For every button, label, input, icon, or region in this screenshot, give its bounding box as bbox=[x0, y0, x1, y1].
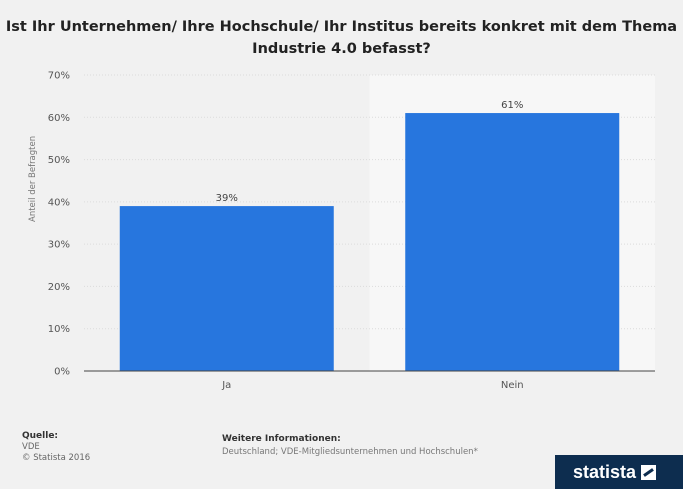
y-tick-label: 20% bbox=[48, 282, 70, 293]
y-tick-label: 70% bbox=[48, 71, 70, 82]
info-heading: Weitere Informationen: bbox=[222, 434, 341, 444]
chart-title: Ist Ihr Unternehmen/ Ihre Hochschule/ Ih… bbox=[5, 19, 678, 57]
y-tick-label: 60% bbox=[48, 113, 70, 124]
y-tick-label: 50% bbox=[48, 155, 70, 166]
y-tick-label: 0% bbox=[54, 367, 70, 378]
y-tick-label: 30% bbox=[48, 240, 70, 251]
y-axis-label: Anteil der Befragten bbox=[28, 135, 38, 222]
data-label: 61% bbox=[501, 100, 523, 111]
data-label: 39% bbox=[216, 193, 238, 204]
bar bbox=[119, 206, 334, 371]
bar bbox=[405, 113, 620, 372]
x-tick-label: Ja bbox=[221, 380, 231, 391]
statista-logo-icon bbox=[641, 464, 657, 480]
y-tick-label: 40% bbox=[48, 197, 70, 208]
y-tick-label: 10% bbox=[48, 324, 70, 335]
info-block: Weitere Informationen: Deutschland; VDE-… bbox=[222, 433, 478, 459]
source-block: Quelle: VDE © Statista 2016 bbox=[22, 431, 90, 464]
x-tick-label: Nein bbox=[501, 380, 524, 391]
info-text: Deutschland; VDE-Mitgliedsunternehmen un… bbox=[222, 447, 478, 457]
source-heading: Quelle: bbox=[22, 431, 59, 441]
brand-name: statista bbox=[573, 461, 637, 482]
copyright: © Statista 2016 bbox=[22, 453, 91, 463]
source-name: VDE bbox=[22, 442, 40, 452]
statista-logo[interactable]: statista bbox=[555, 455, 683, 489]
